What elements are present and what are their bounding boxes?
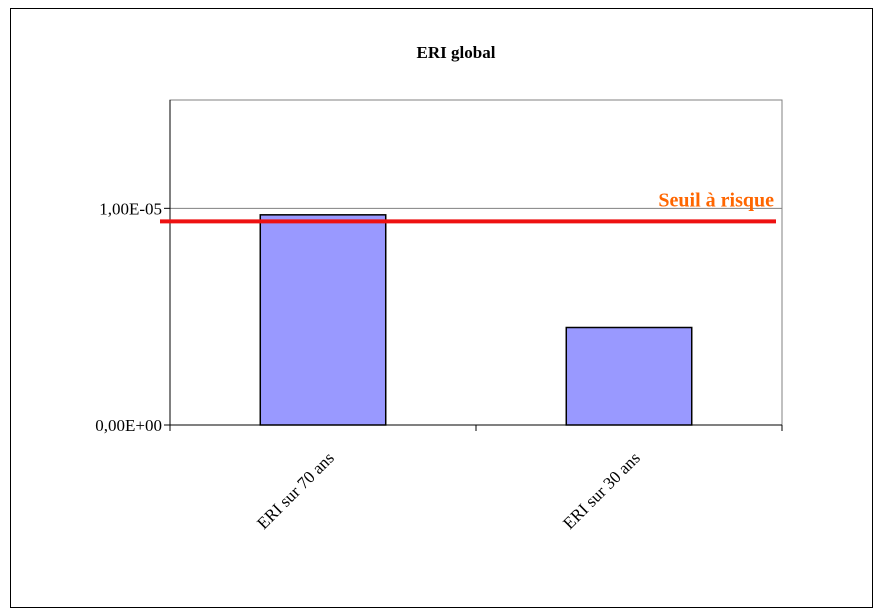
threshold-label: Seuil à risque [658, 189, 774, 211]
bar-1 [259, 214, 387, 426]
x-tick-label: ERI sur 70 ans [253, 448, 338, 533]
y-tick-label: 1,00E-05 [99, 199, 162, 218]
chart: ERI global 0,00E+00 1,00E-05 ERI sur 70 an… [95, 43, 783, 533]
y-tick-label: 0,00E+00 [95, 416, 162, 435]
chart-title: ERI global [417, 43, 496, 62]
x-tick-label: ERI sur 30 ans [559, 448, 644, 533]
bar-2 [565, 326, 693, 426]
